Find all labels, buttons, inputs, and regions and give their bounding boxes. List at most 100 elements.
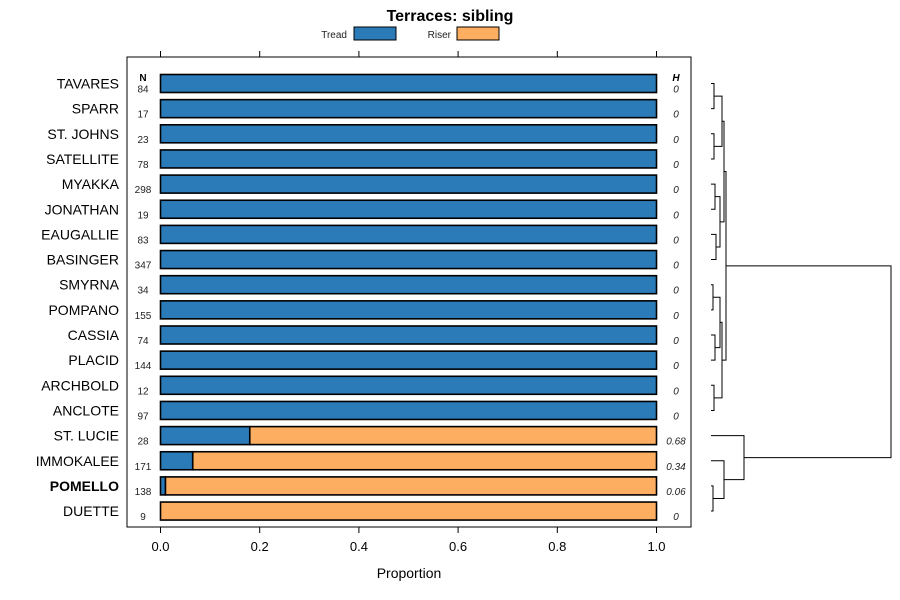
dendrogram-branch [711, 83, 715, 110]
h-value: 0 [673, 386, 679, 397]
n-column-header: N [139, 73, 146, 84]
category-label: PLACID [68, 352, 119, 368]
bar-row: ST. JOHNS 23 0 [47, 124, 679, 146]
category-label: TAVARES [57, 76, 119, 92]
dendrogram-branch [726, 265, 892, 459]
h-value: 0 [673, 336, 679, 347]
dendrogram-branch [711, 334, 716, 361]
n-value: 347 [135, 261, 152, 272]
bar-row: CASSIA 74 0 [68, 325, 679, 347]
dendrogram-branch [713, 296, 721, 349]
dendrogram-branch [711, 183, 716, 210]
bar-row: SATELLITE 78 0 [46, 149, 679, 171]
bar-segment-tread [159, 300, 658, 320]
category-label: IMMOKALEE [36, 453, 119, 469]
x-tick-label: 0.4 [350, 539, 368, 554]
dendrogram-branch [714, 95, 723, 147]
bar-row: PLACID 144 0 [68, 350, 679, 372]
bar-row: MYAKKA 298 0 [62, 174, 679, 196]
h-value: 0 [673, 110, 679, 121]
h-value: 0 [673, 185, 679, 196]
h-value: 0 [673, 512, 679, 523]
bar-segment-tread [159, 375, 658, 396]
category-label: SPARR [72, 101, 119, 117]
x-tick-label: 0.2 [251, 539, 269, 554]
n-value: 171 [135, 462, 152, 473]
n-value: 28 [137, 437, 149, 448]
h-value: 0 [673, 261, 679, 272]
h-value: 0 [673, 210, 679, 221]
bar-row: SPARR 17 0 [72, 98, 679, 121]
dendrogram [711, 83, 892, 512]
bar-row: TAVARES 84 0 [57, 73, 679, 96]
n-value: 97 [137, 411, 149, 422]
x-axis: 0.0 0.2 0.4 0.6 0.8 1.0 [151, 51, 666, 554]
bar-row: DUETTE 9 0 [63, 501, 679, 523]
bar-segment-tread [159, 325, 658, 345]
category-label: DUETTE [63, 503, 119, 519]
bar-row: ANCLOTE 97 0 [53, 400, 679, 422]
bar-segment-tread [159, 249, 658, 270]
h-value: 0.34 [666, 462, 686, 473]
dendrogram-branch [711, 485, 714, 512]
bar-row: EAUGALLIE 83 0 [41, 224, 679, 246]
chart-title: Terraces: sibling [387, 8, 514, 25]
legend-label-riser: Riser [428, 30, 452, 41]
bar-segment-riser [248, 425, 658, 446]
category-label: ARCHBOLD [41, 377, 119, 393]
bar-row: JONATHAN 19 0 [45, 199, 679, 221]
category-label: ST. LUCIE [54, 428, 119, 444]
category-label: SMYRNA [59, 277, 120, 293]
legend-swatch-riser [456, 26, 500, 41]
category-label: SATELLITE [46, 151, 119, 167]
n-value: 17 [137, 110, 149, 121]
category-label: JONATHAN [45, 201, 119, 217]
category-label: ANCLOTE [53, 402, 119, 418]
h-value: 0 [673, 286, 679, 297]
bar-row: POMPANO 155 0 [48, 300, 679, 322]
n-value: 74 [137, 336, 149, 347]
bar-segment-riser [164, 476, 658, 496]
x-tick-label: 0.0 [151, 539, 169, 554]
h-value: 0 [673, 85, 679, 96]
bar-segment-tread [159, 149, 658, 169]
h-value: 0.06 [666, 487, 686, 498]
h-column-header: H [672, 73, 680, 84]
x-tick-label: 0.8 [548, 539, 566, 554]
bar-segment-tread [159, 274, 658, 295]
category-label: POMPANO [48, 302, 119, 318]
h-value: 0.68 [666, 437, 686, 448]
h-value: 0 [673, 160, 679, 171]
bar-segment-tread [159, 425, 251, 446]
dendrogram-branch [711, 233, 717, 261]
bar-segment-tread [159, 350, 658, 370]
category-label: POMELLO [50, 478, 119, 494]
legend-label-tread: Tread [321, 30, 347, 41]
bar-segment-tread [159, 73, 658, 94]
h-value: 0 [673, 135, 679, 146]
bar-segment-tread [159, 174, 658, 194]
bar-row: IMMOKALEE 171 0.34 [36, 450, 686, 473]
dendrogram-branch [711, 435, 745, 481]
bar-segment-riser [191, 450, 658, 471]
category-label: ST. JOHNS [47, 126, 119, 142]
category-label: MYAKKA [62, 176, 120, 192]
n-value: 23 [137, 135, 149, 146]
category-label: BASINGER [47, 252, 119, 268]
bar-segment-tread [159, 124, 658, 144]
n-value: 9 [140, 512, 146, 523]
h-value: 0 [673, 311, 679, 322]
bar-row: BASINGER 347 0 [47, 249, 679, 272]
n-value: 155 [135, 311, 152, 322]
n-value: 298 [135, 185, 152, 196]
bar-row: ST. LUCIE 28 0.68 [54, 425, 686, 448]
dendrogram-branch [711, 133, 715, 160]
bar-rows: TAVARES 84 0 SPARR 17 0 ST. JOHNS 23 0 SATELLITE 7… [36, 73, 686, 523]
bar-segment-tread [159, 450, 194, 471]
h-value: 0 [673, 235, 679, 246]
x-tick-label: 1.0 [647, 539, 665, 554]
legend-swatch-tread [353, 26, 397, 41]
dendrogram-branch [711, 384, 715, 411]
bar-row: POMELLO 138 0.06 [50, 476, 686, 498]
